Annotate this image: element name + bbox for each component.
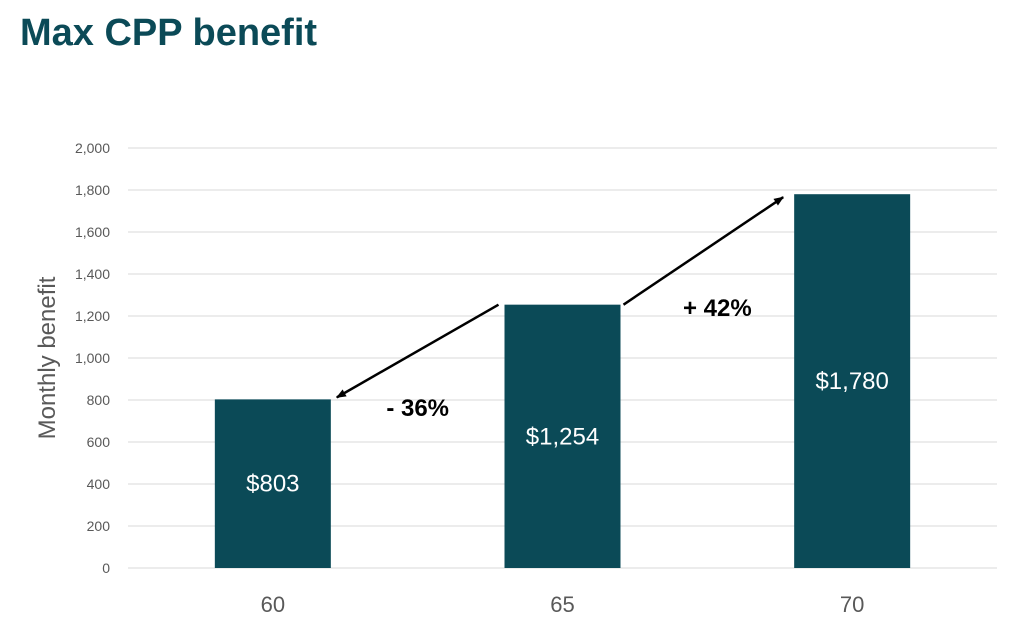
arrow-65-to-60 bbox=[335, 303, 500, 399]
y-tick-label: 400 bbox=[87, 476, 111, 492]
bar bbox=[214, 399, 331, 568]
y-axis-ticks: 0 200 400 600 800 1,000 1,200 1,400 1,600 1,800 2,… bbox=[75, 140, 110, 576]
bar bbox=[794, 194, 911, 568]
arrow-65-to-70 bbox=[622, 196, 784, 306]
bars: $803 $1,254 $1,780 bbox=[214, 194, 911, 568]
y-tick-label: 0 bbox=[102, 560, 110, 576]
x-category-label: 70 bbox=[840, 592, 864, 617]
y-tick-label: 1,800 bbox=[75, 182, 110, 198]
y-tick-label: 600 bbox=[87, 434, 111, 450]
annotation-plus-42: + 42% bbox=[683, 295, 752, 322]
bar-data-label: $1,780 bbox=[815, 368, 888, 395]
y-tick-label: 1,000 bbox=[75, 350, 110, 366]
y-tick-label: 800 bbox=[87, 392, 111, 408]
chart-title: Max CPP benefit bbox=[20, 12, 318, 54]
x-axis-categories: 60 65 70 bbox=[261, 592, 865, 617]
bar bbox=[504, 304, 621, 568]
bar-data-label: $1,254 bbox=[526, 423, 599, 450]
annotations: - 36% + 42% bbox=[335, 196, 784, 422]
y-tick-label: 1,600 bbox=[75, 224, 110, 240]
bar-data-label: $803 bbox=[246, 471, 299, 498]
annotation-minus-36: - 36% bbox=[386, 395, 449, 422]
y-axis-label: Monthly benefit bbox=[34, 276, 61, 439]
y-tick-label: 1,400 bbox=[75, 266, 110, 282]
y-tick-label: 2,000 bbox=[75, 140, 110, 156]
y-tick-label: 200 bbox=[87, 518, 111, 534]
x-category-label: 65 bbox=[550, 592, 574, 617]
x-category-label: 60 bbox=[261, 592, 285, 617]
y-tick-label: 1,200 bbox=[75, 308, 110, 324]
